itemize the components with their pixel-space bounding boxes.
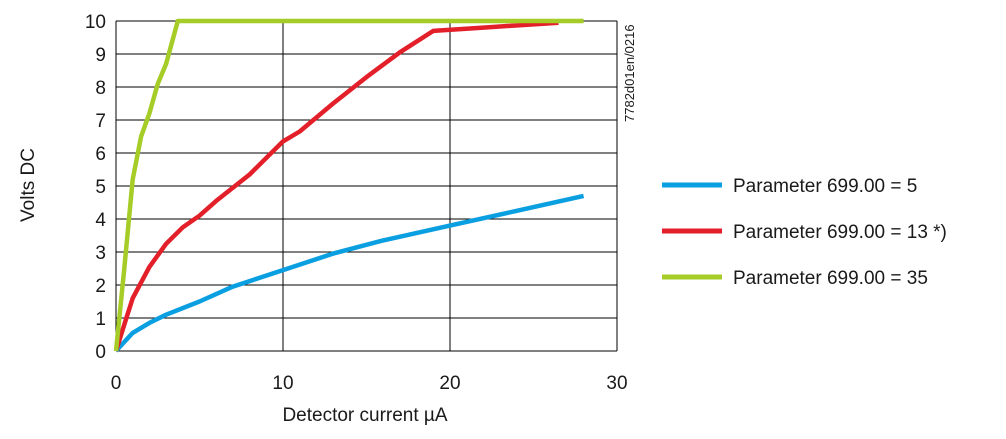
legend: Parameter 699.00 = 5 Parameter 699.00 = 1… — [662, 176, 947, 289]
y-tick-label-9: 9 — [95, 45, 106, 66]
legend-label-2: Parameter 699.00 = 13 *) — [733, 222, 947, 243]
y-tick-label-0: 0 — [95, 342, 106, 363]
x-axis-label: Detector current µA — [282, 405, 447, 426]
y-tick-labels: 0 1 2 3 4 5 6 7 8 9 10 — [85, 12, 107, 363]
y-tick-label-7: 7 — [95, 111, 106, 132]
x-tick-label-20: 20 — [439, 373, 460, 394]
y-tick-label-8: 8 — [95, 78, 106, 99]
figure-code: 7782d01en/0216 — [622, 24, 637, 122]
y-tick-label-1: 1 — [95, 309, 106, 330]
x-tick-label-10: 10 — [272, 373, 293, 394]
series-line-1 — [114, 193, 585, 353]
x-tick-labels: 0 10 20 30 — [111, 373, 628, 394]
legend-label-1: Parameter 699.00 = 5 — [733, 176, 917, 197]
y-tick-label-2: 2 — [95, 276, 106, 297]
y-axis-label: Volts DC — [18, 148, 39, 222]
x-tick-label-30: 30 — [606, 373, 627, 394]
y-tick-label-10: 10 — [85, 12, 106, 33]
y-tick-label-3: 3 — [95, 243, 106, 264]
y-tick-label-6: 6 — [95, 144, 106, 165]
series-line-2 — [113, 20, 559, 352]
series-lines — [113, 18, 585, 353]
x-tick-label-0: 0 — [111, 373, 122, 394]
grid — [115, 20, 618, 352]
series-line-3 — [113, 18, 584, 352]
legend-label-3: Parameter 699.00 = 35 — [733, 268, 928, 289]
y-tick-label-5: 5 — [95, 177, 106, 198]
y-tick-label-4: 4 — [95, 210, 106, 231]
